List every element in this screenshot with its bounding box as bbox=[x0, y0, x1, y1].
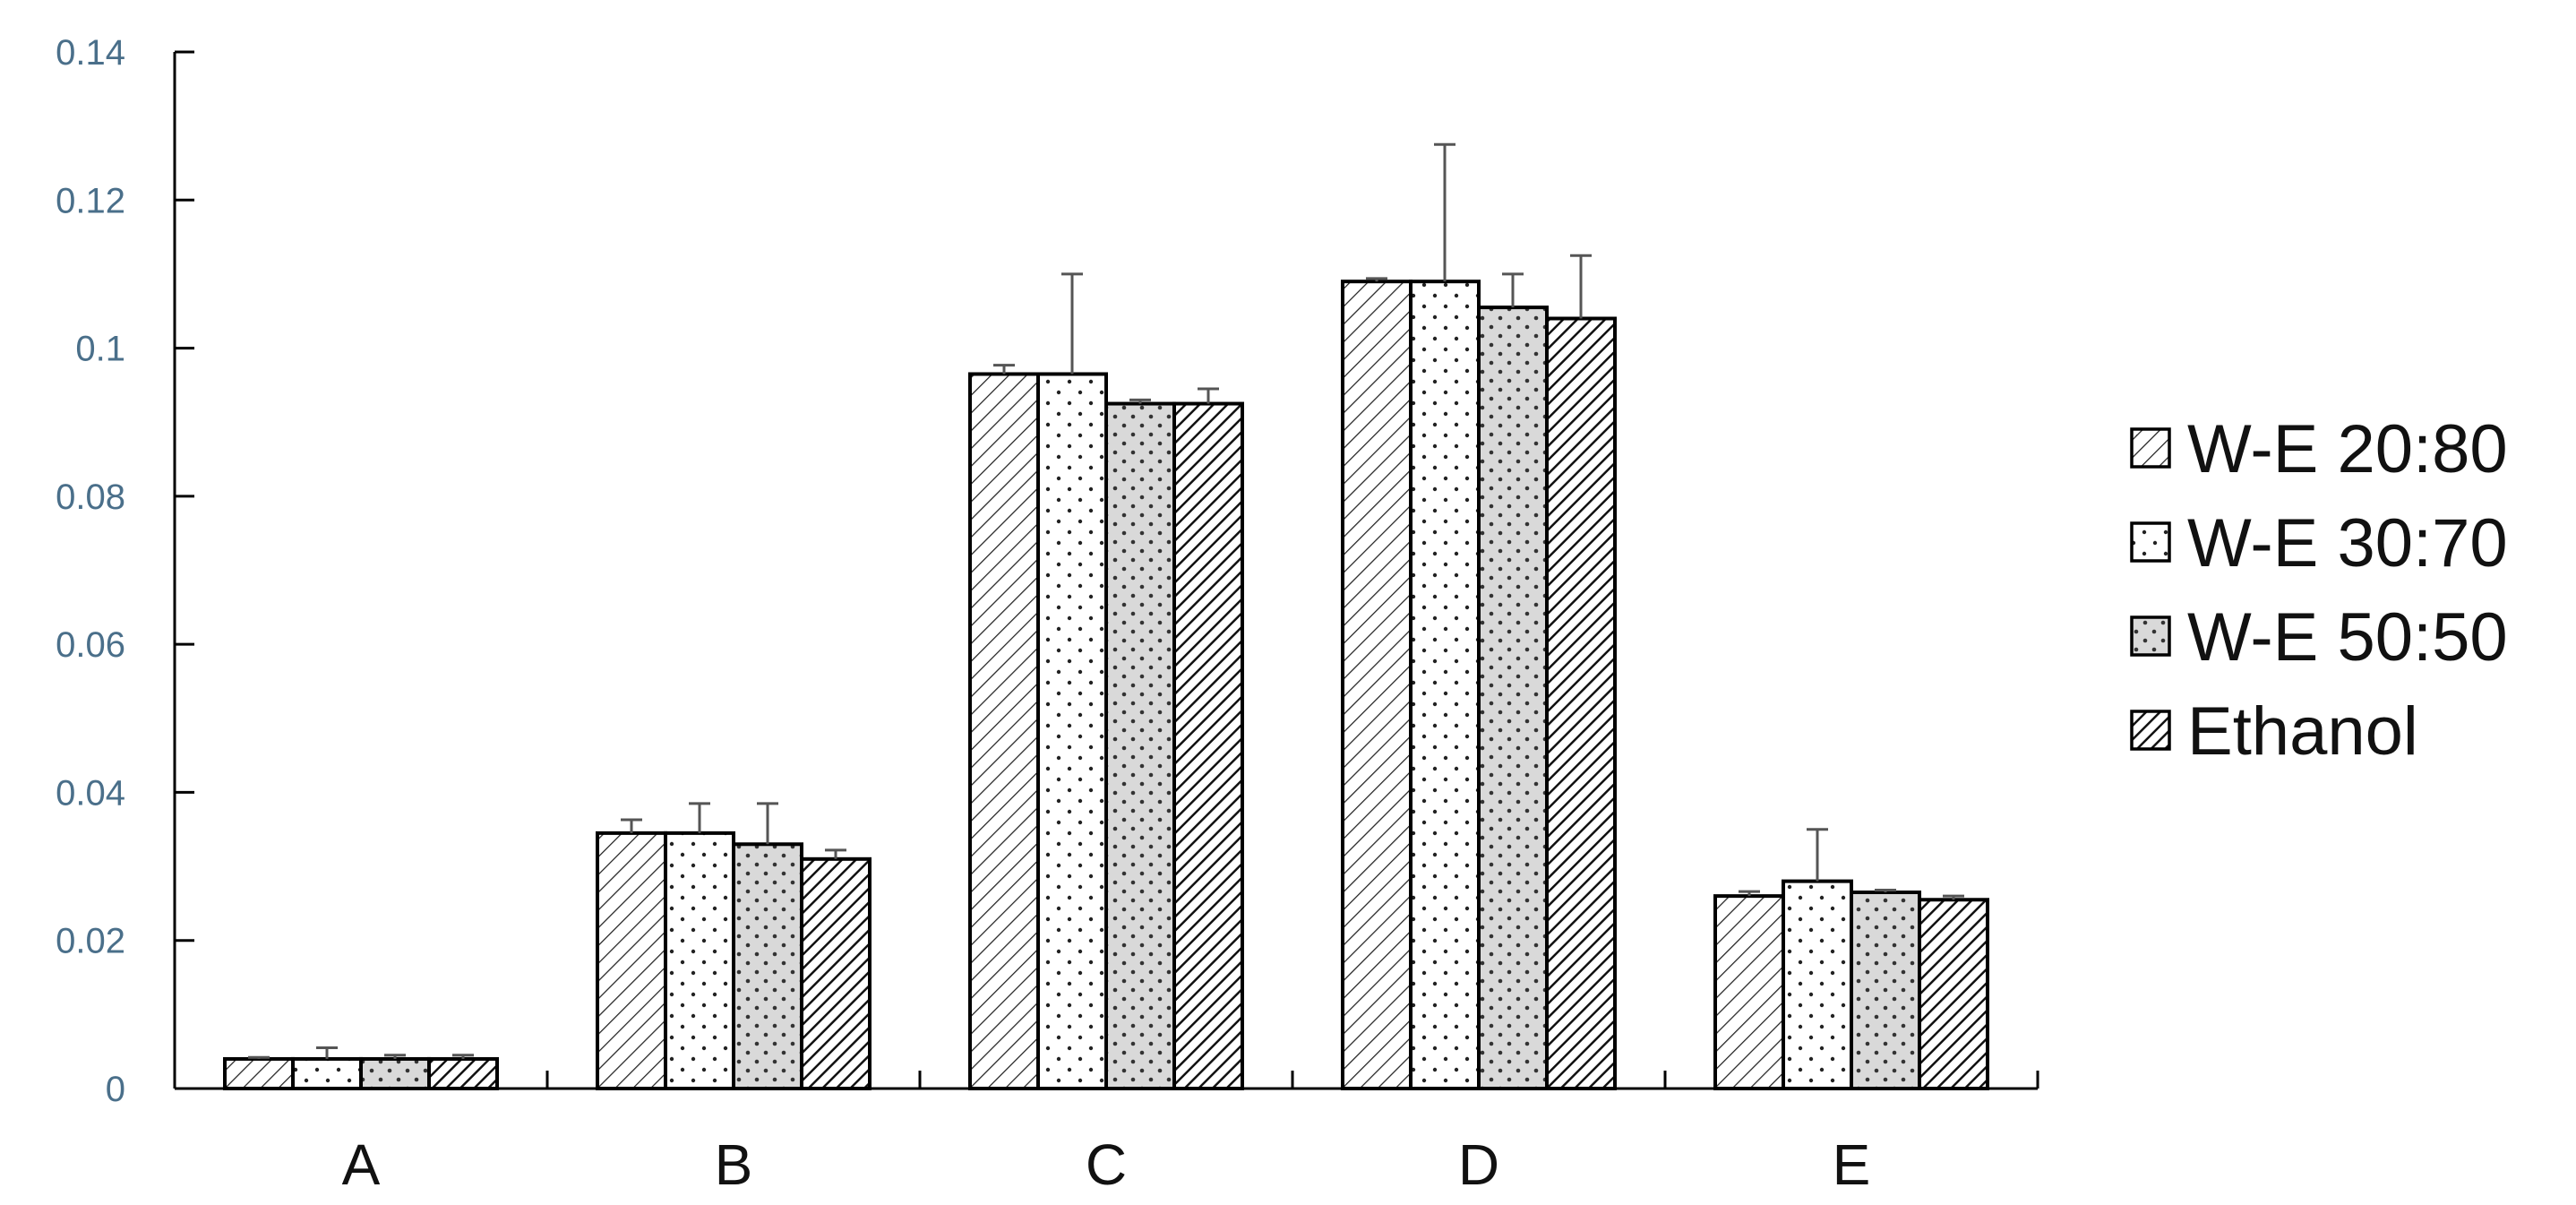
y-tick-label: 0.04 bbox=[56, 773, 125, 813]
bar bbox=[359, 1056, 431, 1091]
legend-label: Ethanol bbox=[2187, 693, 2418, 770]
legend-swatch bbox=[2130, 710, 2171, 751]
legend-swatch bbox=[2130, 521, 2171, 563]
bar bbox=[291, 1056, 363, 1091]
legend-label: W-E 20:80 bbox=[2187, 411, 2508, 487]
bar bbox=[1918, 898, 1989, 1091]
x-tick-labels: A B C D E bbox=[342, 1132, 1871, 1197]
legend-swatch bbox=[2130, 427, 2171, 469]
bars-group bbox=[223, 142, 1989, 1091]
legend-label: W-E 50:50 bbox=[2187, 599, 2508, 676]
bar bbox=[596, 831, 667, 1090]
bar bbox=[732, 842, 803, 1090]
legend: W-E 20:80 W-E 30:70 W-E 50:50 Ethanol bbox=[2130, 411, 2508, 770]
y-tick-label: 0.06 bbox=[56, 625, 125, 665]
bar bbox=[1782, 879, 1853, 1090]
bar bbox=[1172, 401, 1244, 1090]
bar bbox=[1713, 894, 1785, 1091]
bar bbox=[223, 1056, 295, 1091]
y-tick-label: 0.12 bbox=[56, 181, 125, 220]
y-tick-label: 0.14 bbox=[56, 33, 125, 73]
bar bbox=[1850, 890, 1921, 1090]
bar bbox=[664, 831, 735, 1090]
y-tick-label: 0.08 bbox=[56, 478, 125, 517]
x-tick-label: E bbox=[1833, 1132, 1871, 1197]
bar bbox=[1341, 280, 1413, 1090]
legend-swatch bbox=[2130, 615, 2171, 657]
x-tick-label: B bbox=[715, 1132, 753, 1197]
x-tick-label: D bbox=[1458, 1132, 1499, 1197]
bar bbox=[427, 1056, 499, 1091]
bar bbox=[1104, 401, 1176, 1090]
x-tick-label: C bbox=[1086, 1132, 1127, 1197]
bar bbox=[1036, 372, 1108, 1091]
legend-label: W-E 30:70 bbox=[2187, 505, 2508, 581]
x-tick-label: A bbox=[342, 1132, 381, 1197]
bar bbox=[1545, 316, 1617, 1090]
bar bbox=[1409, 280, 1481, 1090]
y-tick-label: 0 bbox=[106, 1070, 125, 1109]
bar bbox=[800, 856, 872, 1090]
bar bbox=[1477, 306, 1549, 1090]
bar bbox=[968, 372, 1040, 1091]
y-tick-label: 0.02 bbox=[56, 922, 125, 961]
y-tick-label: 0.1 bbox=[75, 330, 125, 369]
